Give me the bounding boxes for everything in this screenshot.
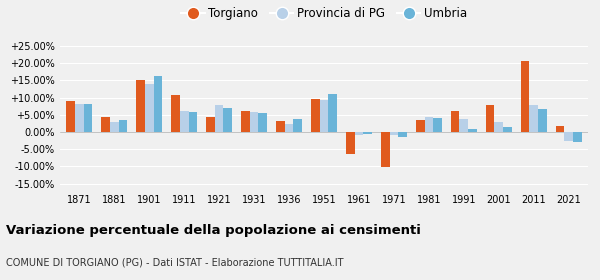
Bar [311, 99, 320, 132]
Bar [188, 112, 197, 132]
Bar [381, 132, 389, 167]
Bar [328, 94, 337, 132]
Bar [171, 95, 180, 132]
Bar [66, 101, 75, 132]
Bar [494, 122, 503, 132]
Bar [468, 129, 477, 132]
Bar [180, 111, 188, 132]
Bar [215, 105, 223, 132]
Bar [389, 132, 398, 136]
Bar [529, 105, 538, 132]
Bar [451, 111, 460, 132]
Bar [83, 104, 92, 132]
Text: COMUNE DI TORGIANO (PG) - Dati ISTAT - Elaborazione TUTTITALIA.IT: COMUNE DI TORGIANO (PG) - Dati ISTAT - E… [6, 258, 343, 268]
Bar [284, 124, 293, 132]
Bar [145, 84, 154, 132]
Bar [364, 132, 372, 134]
Bar [486, 105, 494, 132]
Bar [119, 120, 127, 132]
Text: Variazione percentuale della popolazione ai censimenti: Variazione percentuale della popolazione… [6, 224, 421, 237]
Bar [346, 132, 355, 154]
Bar [241, 111, 250, 132]
Legend: Torgiano, Provincia di PG, Umbria: Torgiano, Provincia di PG, Umbria [176, 3, 472, 25]
Bar [538, 109, 547, 132]
Bar [416, 120, 425, 132]
Bar [433, 118, 442, 132]
Bar [259, 113, 267, 132]
Bar [136, 80, 145, 132]
Bar [110, 122, 119, 132]
Bar [521, 60, 529, 132]
Bar [206, 116, 215, 132]
Bar [556, 126, 565, 132]
Bar [355, 132, 364, 135]
Bar [154, 76, 162, 132]
Bar [293, 119, 302, 132]
Bar [276, 121, 284, 132]
Bar [460, 119, 468, 132]
Bar [223, 108, 232, 132]
Bar [320, 100, 328, 132]
Bar [75, 104, 83, 132]
Bar [565, 132, 573, 141]
Bar [250, 112, 259, 132]
Bar [101, 116, 110, 132]
Bar [398, 132, 407, 137]
Bar [503, 127, 512, 132]
Bar [425, 116, 433, 132]
Bar [573, 132, 582, 142]
